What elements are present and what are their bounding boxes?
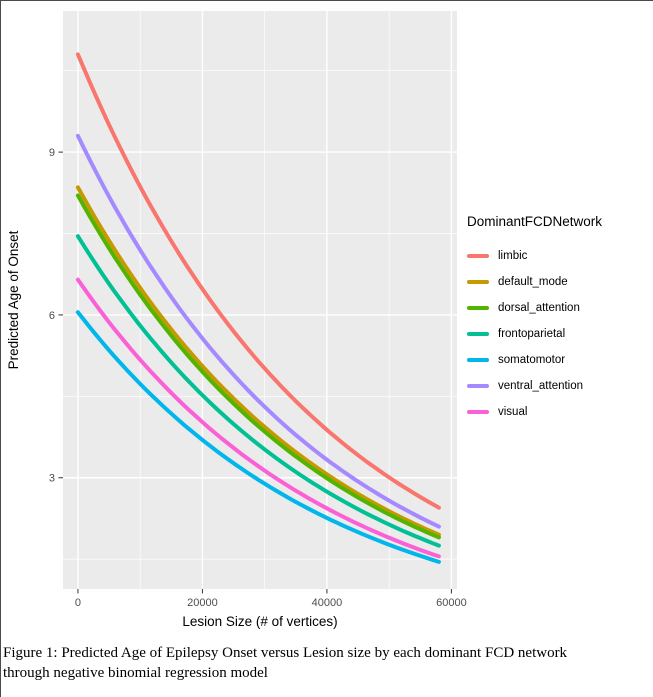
y-tick-label: 6 — [49, 310, 55, 322]
legend-label: dorsal_attention — [498, 302, 580, 314]
legend-key-swatch-visual — [467, 410, 489, 414]
line-chart: 0 20000 40000 60000 3 6 9 Lesion Size (# of ver… — [6, 11, 467, 629]
legend-item-somatomotor: somatomotor — [467, 347, 652, 373]
series-line-ventral_attention — [75, 133, 441, 529]
series-line-dorsal_attention — [75, 193, 441, 540]
y-axis-title: Predicted Age of Onset — [6, 230, 21, 369]
caption-line-2: through negative binomial regression mod… — [3, 665, 268, 682]
legend-title: DominantFCDNetwork — [467, 214, 603, 229]
y-tick-label: 3 — [49, 473, 55, 485]
legend-item-limbic: limbic — [467, 243, 652, 269]
legend-item-default_mode: default_mode — [467, 269, 652, 295]
legend-key-swatch-somatomotor — [467, 358, 489, 362]
legend-key-swatch-frontoparietal — [467, 332, 489, 336]
legend-item-ventral_attention: ventral_attention — [467, 373, 652, 399]
plot-panel — [63, 11, 457, 589]
x-tick-label: 60000 — [436, 597, 467, 609]
legend-label: frontoparietal — [498, 328, 566, 340]
legend-item-frontoparietal: frontoparietal — [467, 321, 652, 347]
series-line-default_mode — [75, 185, 441, 537]
y-tick-label: 9 — [49, 147, 55, 159]
chart-area: 0 20000 40000 60000 3 6 9 Lesion Size (# of ver… — [1, 1, 653, 639]
legend-key-swatch-dorsal_attention — [467, 306, 489, 310]
x-tick-label: 40000 — [312, 597, 343, 609]
x-tick-label: 20000 — [187, 597, 218, 609]
legend-label: ventral_attention — [498, 380, 584, 392]
caption-line-1: Figure 1: Predicted Age of Epilepsy Onse… — [3, 645, 568, 661]
legend-label: visual — [498, 406, 528, 418]
legend-item-visual: visual — [467, 399, 652, 425]
legend-item-dorsal_attention: dorsal_attention — [467, 295, 652, 321]
legend-label: default_mode — [498, 276, 568, 288]
x-tick-label: 0 — [75, 597, 81, 609]
x-axis-title: Lesion Size (# of vertices) — [182, 614, 337, 629]
series-line-visual — [75, 277, 441, 559]
figure-caption: Figure 1: Predicted Age of Epilepsy Onse… — [1, 639, 653, 684]
legend-key-swatch-ventral_attention — [467, 384, 489, 388]
series-line-limbic — [75, 52, 441, 510]
legend-label: somatomotor — [498, 354, 566, 366]
series-line-frontoparietal — [75, 234, 441, 548]
legend-key-swatch-default_mode — [467, 280, 489, 284]
legend-label: limbic — [498, 250, 528, 262]
series-line-somatomotor — [75, 310, 441, 564]
legend-key-swatch-limbic — [467, 254, 489, 258]
series-group — [75, 52, 441, 564]
